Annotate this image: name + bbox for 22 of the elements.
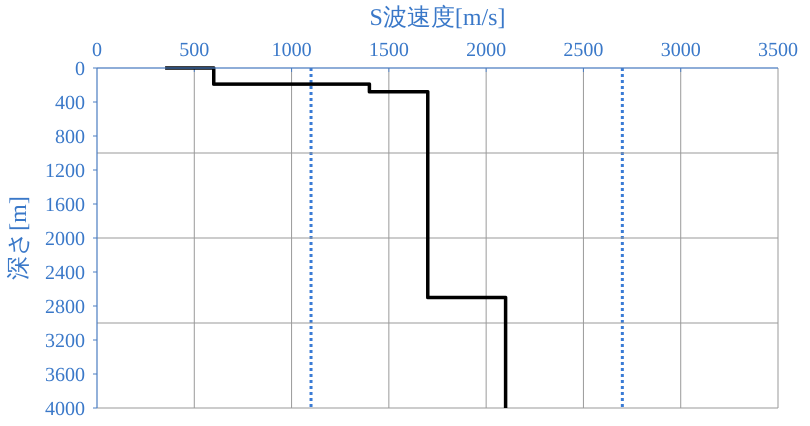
y-tick-label: 4000	[45, 398, 85, 420]
x-tick-label: 500	[179, 39, 210, 61]
line-series	[163, 66, 508, 410]
y-tick-label: 3200	[45, 330, 85, 352]
y-tick-label: 1600	[45, 194, 85, 216]
x-tick-label: 0	[92, 39, 102, 61]
y-tick-label: 800	[55, 126, 85, 148]
y-tick-label: 3600	[45, 364, 85, 386]
y-tick-label: 0	[75, 58, 85, 80]
x-tick-label: 2500	[563, 39, 604, 61]
y-tick-label: 2000	[45, 228, 85, 250]
x-tick-label: 1500	[368, 39, 409, 61]
y-tick-label: 2800	[45, 296, 85, 318]
x-tick-label: 3000	[660, 39, 701, 61]
y-tick-label: 400	[55, 92, 85, 114]
x-tick-label: 2000	[466, 39, 506, 61]
y-tick-label: 2400	[45, 262, 85, 284]
y-tick-label: 1200	[45, 160, 85, 182]
x-axis-title: S波速度[m/s]	[369, 4, 506, 31]
x-tick-label: 3500	[758, 39, 798, 61]
y-axis-title: 深さ[m]	[6, 196, 32, 280]
x-tick-label: 1000	[272, 39, 312, 61]
